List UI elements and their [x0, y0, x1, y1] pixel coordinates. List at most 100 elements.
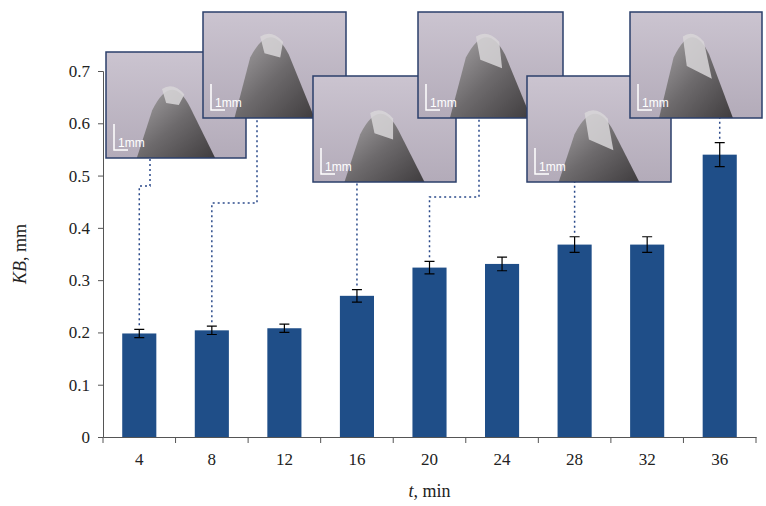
y-tick: 0.1: [69, 376, 103, 395]
inset-image: [630, 12, 762, 118]
category-divider: [465, 437, 466, 443]
x-tick: 36: [711, 437, 728, 469]
y-tick: 0: [82, 428, 104, 447]
x-tick: 20: [421, 437, 438, 469]
y-tick-label: 0.7: [69, 62, 91, 81]
x-axis: 4 8 12 16 20 24 28 32 36: [104, 437, 757, 469]
wear-zone: [683, 34, 712, 79]
error-bar: [642, 237, 652, 253]
scale-bar-label: 1mm: [539, 160, 566, 174]
category-divider: [393, 437, 394, 443]
connector: [719, 118, 721, 139]
x-tick-label: 16: [348, 450, 365, 469]
insets: 1mm 1mm 1mm 1mm 1mm 1mm: [106, 12, 762, 182]
error-bar: [570, 237, 580, 253]
y-tick: 0.7: [69, 62, 103, 81]
y-tick-mark: [98, 332, 103, 333]
wear-zone: [162, 86, 184, 105]
x-axis-title: t, min: [408, 481, 450, 501]
x-tick-label: 20: [421, 450, 438, 469]
x-tick: 24: [494, 437, 512, 469]
y-tick-label: 0.3: [69, 271, 90, 290]
x-tick-label: 4: [135, 450, 144, 469]
bar: [703, 155, 737, 437]
x-tick: 8: [208, 437, 217, 469]
error-bar: [425, 261, 435, 274]
scale-bar-label: 1mm: [215, 96, 242, 110]
connector: [356, 182, 358, 286]
scale-bar-label: 1mm: [325, 160, 352, 174]
x-tick-label: 32: [639, 450, 656, 469]
x-tick: 4: [135, 437, 144, 469]
y-tick: 0.2: [69, 323, 103, 342]
wear-zone: [370, 110, 393, 139]
y-tick: 0.4: [69, 219, 103, 238]
category-divider: [103, 437, 104, 443]
y-axis-line: [98, 72, 104, 438]
plot-area: [122, 143, 737, 437]
x-tick-label: 36: [711, 450, 728, 469]
inset-background: [630, 12, 762, 118]
chart-svg: 0 0.1 0.2 0.3 0.4 0.5 0.6 0.7 4 8 12 16 20 24 28 32 36 1m…: [0, 0, 766, 506]
y-tick: 0.6: [69, 114, 103, 133]
y-tick-label: 0.4: [69, 219, 91, 238]
scale-bar-label: 1mm: [642, 96, 669, 110]
category-divider: [175, 437, 176, 443]
x-axis-line: [104, 437, 757, 438]
bar: [195, 330, 229, 437]
y-tick-mark: [98, 123, 103, 124]
y-tick-label: 0.1: [69, 376, 90, 395]
scale-bar-label: 1mm: [118, 136, 145, 150]
y-tick-mark: [98, 385, 103, 386]
bar: [267, 328, 301, 437]
scale-bar-label: 1mm: [430, 96, 457, 110]
y-tick-label: 0.6: [69, 114, 90, 133]
category-divider: [248, 437, 249, 443]
bar: [630, 245, 664, 437]
wear-zone: [260, 34, 283, 58]
y-tick: 0.3: [69, 271, 103, 290]
y-tick: 0.5: [69, 167, 103, 186]
y-tick-mark: [98, 176, 103, 177]
connector: [139, 158, 150, 325]
category-dividers: [103, 437, 756, 443]
y-tick-mark: [98, 280, 103, 281]
error-bar: [497, 257, 507, 271]
bar: [558, 245, 592, 437]
y-tick-label: 0.2: [69, 323, 90, 342]
error-bar: [207, 326, 217, 334]
bar: [412, 268, 446, 437]
y-tick-mark: [98, 228, 103, 229]
inset: 1mm: [630, 12, 762, 118]
x-tick-label: 24: [494, 450, 512, 469]
bar: [485, 264, 519, 437]
error-bar: [715, 143, 725, 167]
y-tick-mark: [98, 71, 103, 72]
error-bar: [279, 324, 289, 332]
category-divider: [320, 437, 321, 443]
x-tick: 28: [566, 437, 583, 469]
category-divider: [756, 437, 757, 443]
x-tick-label: 8: [208, 450, 217, 469]
x-tick: 16: [348, 437, 365, 469]
x-tick: 12: [276, 437, 293, 469]
bar: [340, 296, 374, 437]
y-tick-mark: [98, 437, 103, 438]
error-bar: [134, 329, 144, 337]
y-tick-label: 0.5: [69, 167, 90, 186]
connector: [574, 182, 576, 233]
y-axis: 0 0.1 0.2 0.3 0.4 0.5 0.6 0.7: [69, 62, 104, 447]
category-divider: [610, 437, 611, 443]
x-tick-label: 12: [276, 450, 293, 469]
chart-container: 0 0.1 0.2 0.3 0.4 0.5 0.6 0.7 4 8 12 16 20 24 28 32 36 1m…: [0, 0, 766, 506]
x-tick-label: 28: [566, 450, 583, 469]
y-tick-label: 0: [82, 428, 91, 447]
inset-frame: [630, 12, 762, 118]
y-axis-title: KB, mm: [10, 224, 30, 285]
x-tick: 32: [639, 437, 656, 469]
bar: [122, 333, 156, 437]
error-bar: [352, 290, 362, 303]
category-divider: [683, 437, 684, 443]
category-divider: [538, 437, 539, 443]
wear-zone: [476, 34, 502, 69]
